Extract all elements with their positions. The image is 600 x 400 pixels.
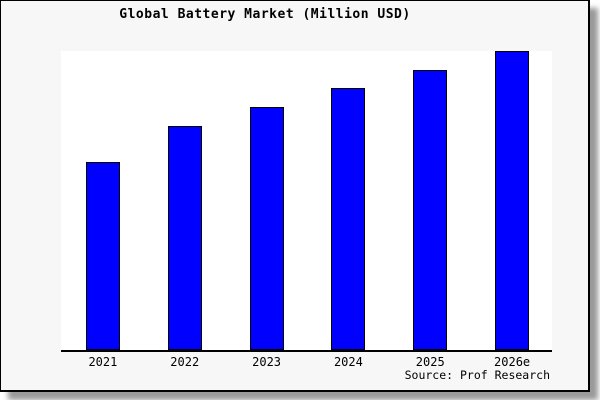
x-axis-label-2021: 2021	[88, 355, 118, 369]
chart-canvas: Global Battery Market (Million USD) 2021…	[0, 0, 590, 392]
chart-title: Global Battery Market (Million USD)	[119, 7, 411, 22]
bar-2024	[331, 87, 366, 350]
source-credit: Source: Prof Research	[404, 368, 550, 382]
x-axis-label-2023: 2023	[252, 355, 282, 369]
x-axis-label-2025: 2025	[415, 355, 445, 369]
x-axis-label-2024: 2024	[333, 355, 363, 369]
bar-2021	[85, 162, 120, 350]
x-axis-label-2022: 2022	[170, 355, 200, 369]
bar-2023	[249, 106, 284, 350]
plot-area	[61, 51, 552, 352]
x-axis-label-2026e: 2026e	[494, 355, 531, 369]
bar-2022	[167, 125, 202, 350]
bar-2026e	[495, 51, 530, 350]
bar-2025	[413, 69, 448, 350]
x-axis-labels: 2021 2022 2023 2024 2025 2026e	[61, 355, 552, 371]
